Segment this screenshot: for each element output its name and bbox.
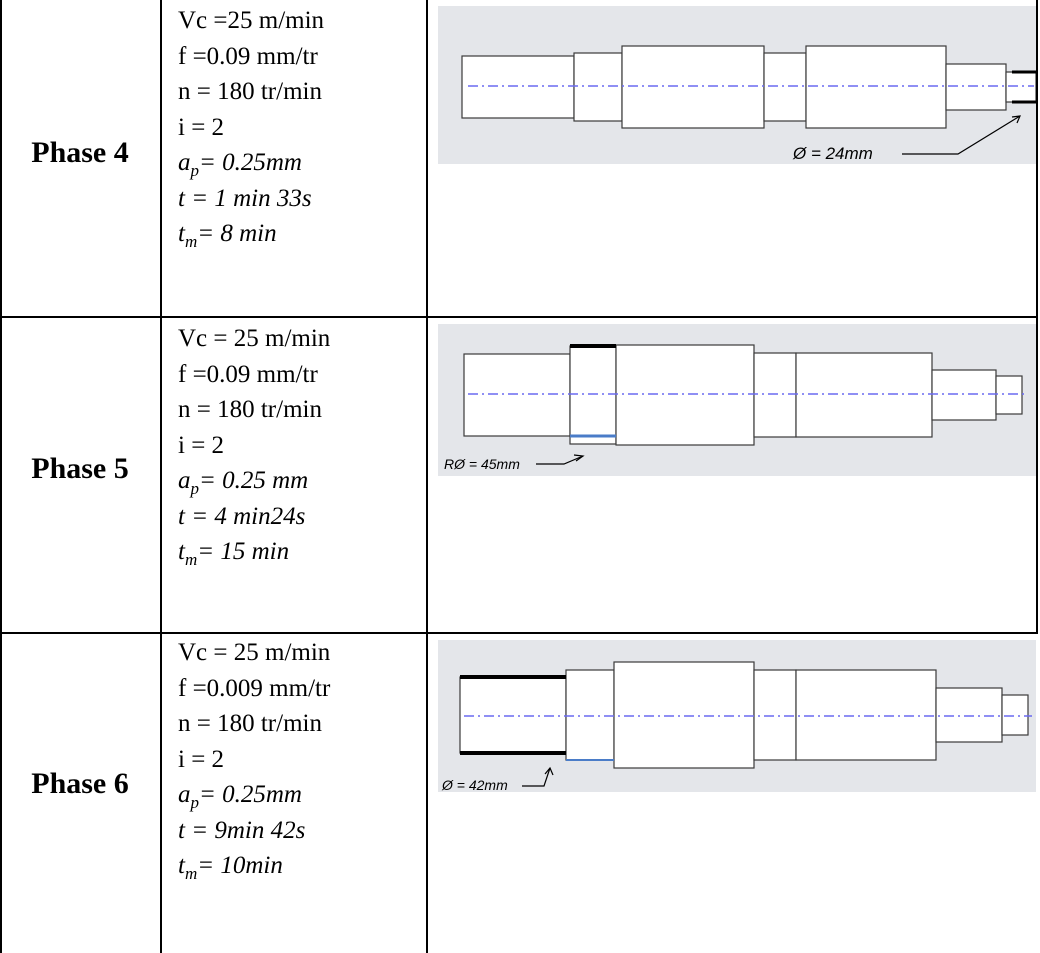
diameter-label: RØ = 45mm	[444, 456, 520, 472]
spindle-speed: n = 180 tr/min	[178, 78, 322, 105]
table-right-border	[1036, 318, 1038, 634]
shaft-profile	[461, 45, 1036, 129]
shaft-profile	[463, 344, 1023, 446]
number-of-passes: i = 2	[178, 113, 225, 141]
spindle-speed: n = 180 tr/min	[178, 710, 322, 737]
cutting-time: t = 4 min24s	[178, 502, 306, 530]
shaft-drawing: Ø = 42mm	[438, 640, 1036, 792]
dimension-leader	[902, 115, 1021, 155]
dimension-arrowhead	[1011, 115, 1021, 124]
cutting-speed: Vc =25 m/min	[178, 7, 325, 34]
number-of-passes: i = 2	[178, 431, 225, 459]
cutting-parameters: Vc = 25 m/min f =0.009 mm/tr n = 180 tr/…	[178, 635, 330, 884]
table-row-divider-1	[0, 316, 1038, 318]
machine-time: tm= 15 min	[178, 538, 290, 569]
depth-of-cut: ap= 0.25 mm	[178, 467, 309, 498]
cutting-speed: Vc = 25 m/min	[178, 639, 331, 666]
number-of-passes: i = 2	[178, 745, 225, 773]
table-right-border	[1036, 0, 1038, 318]
table-row-divider-2	[0, 632, 1038, 634]
cutting-parameters: Vc =25 m/min f =0.09 mm/tr n = 180 tr/mi…	[178, 3, 324, 252]
phase-label: Phase 6	[31, 767, 129, 800]
cutting-time: t = 9min 42s	[178, 816, 306, 844]
machine-time: tm= 8 min	[178, 220, 277, 251]
diameter-label: Ø = 42mm	[441, 777, 508, 792]
table-column-divider-2	[426, 0, 428, 953]
depth-of-cut: ap= 0.25mm	[178, 781, 302, 812]
dimension-leader	[522, 767, 551, 787]
dimension-leader	[536, 455, 584, 465]
table-left-border	[0, 0, 2, 953]
feed-rate: f =0.09 mm/tr	[178, 42, 318, 70]
shaft-profile	[459, 661, 1029, 769]
shaft-drawing: RØ = 45mm	[438, 324, 1036, 476]
diameter-label: Ø = 24mm	[792, 144, 873, 163]
dimension-arrowhead	[544, 766, 554, 776]
cutting-speed: Vc = 25 m/min	[178, 325, 331, 352]
cutting-parameters: Vc = 25 m/min f =0.09 mm/tr n = 180 tr/m…	[178, 321, 330, 570]
dimension-arrowhead	[573, 454, 585, 462]
feed-rate: f =0.09 mm/tr	[178, 360, 318, 388]
phase-label: Phase 4	[31, 136, 129, 169]
phase-label: Phase 5	[31, 452, 129, 485]
shaft-drawing: Ø = 24mm	[438, 6, 1036, 164]
cutting-time: t = 1 min 33s	[178, 184, 312, 212]
feed-rate: f =0.009 mm/tr	[178, 674, 331, 702]
machine-time: tm= 10min	[178, 852, 283, 883]
spindle-speed: n = 180 tr/min	[178, 396, 322, 423]
table-column-divider-1	[160, 0, 162, 953]
depth-of-cut: ap= 0.25mm	[178, 149, 302, 180]
